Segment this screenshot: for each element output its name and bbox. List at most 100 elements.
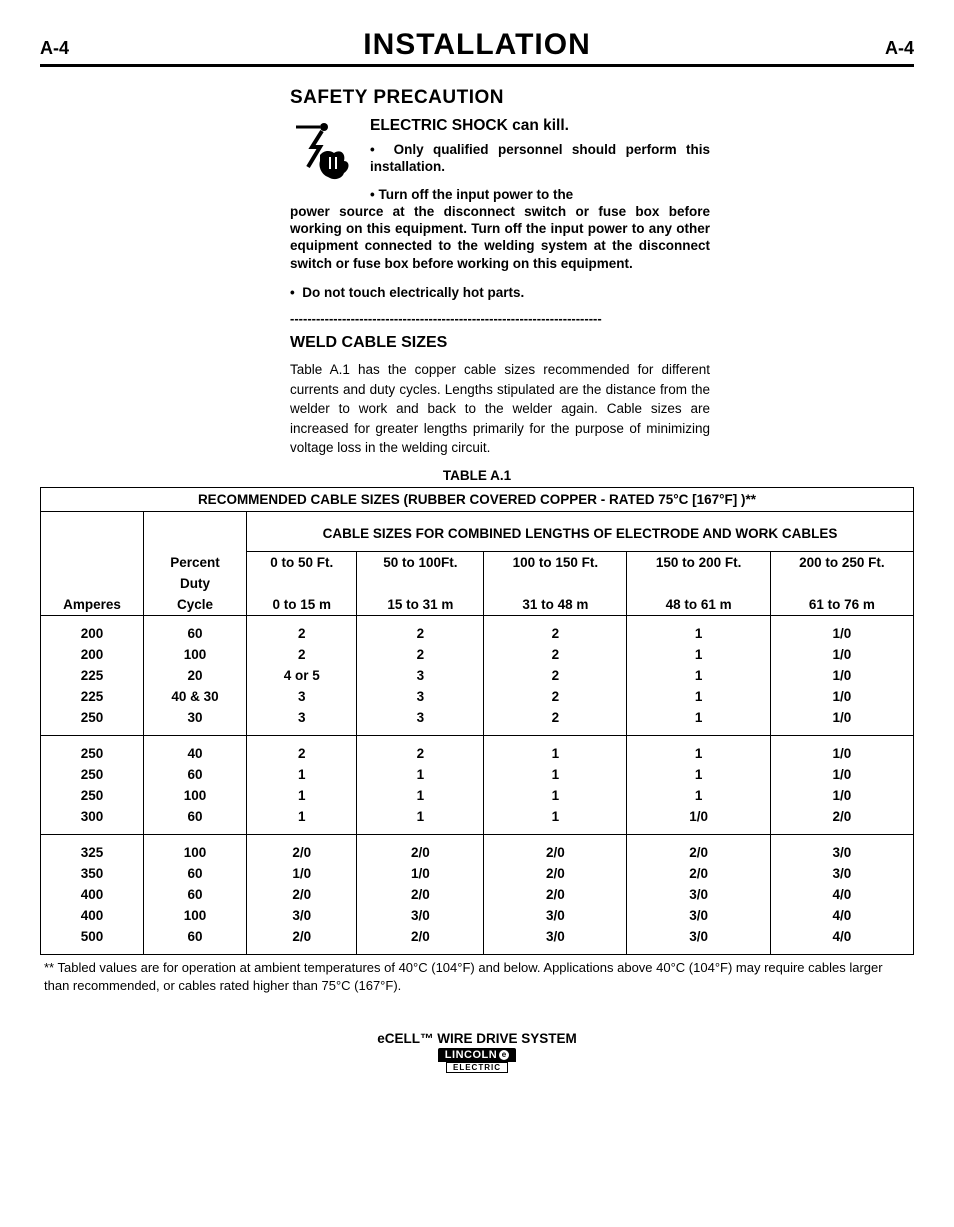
- table-cell: 40 & 30: [144, 686, 247, 707]
- header-right: A-4: [854, 38, 914, 59]
- table-cell: 1/0: [357, 863, 484, 884]
- logo-badge-icon: e: [499, 1050, 509, 1060]
- table-cell: 1: [627, 686, 770, 707]
- table-cell: 60: [144, 884, 247, 905]
- table-cell: 3/0: [247, 905, 357, 926]
- safety-bullet-1-text: Only qualified personnel should perform …: [370, 142, 710, 174]
- table-cell: 60: [144, 615, 247, 644]
- electric-shock-icon: [290, 117, 360, 202]
- table-cell: 2: [484, 665, 627, 686]
- divider-dashes: ----------------------------------------…: [290, 311, 710, 326]
- th-percent-1: [41, 551, 144, 573]
- table-cell: 1: [627, 707, 770, 736]
- table-cell: 3/0: [770, 863, 913, 884]
- table-cell: 1: [357, 764, 484, 785]
- lincoln-logo: LINCOLNe ELECTRIC: [438, 1048, 516, 1073]
- table-cell: 2/0: [484, 834, 627, 863]
- table-row: 400602/02/02/03/04/0: [41, 884, 914, 905]
- table-cell: 400: [41, 884, 144, 905]
- table-cell: 1: [484, 735, 627, 764]
- th-range-m-3: 48 to 61 m: [627, 594, 770, 616]
- table-cell: 1: [247, 764, 357, 785]
- footer-product: eCELL™ WIRE DRIVE SYSTEM: [40, 1031, 914, 1046]
- th-blank-3: Percent: [144, 551, 247, 573]
- th-amperes: Amperes: [41, 594, 144, 616]
- page-footer: eCELL™ WIRE DRIVE SYSTEM LINCOLNe ELECTR…: [40, 1031, 914, 1073]
- table-cell: 3: [357, 665, 484, 686]
- table-cell: 3: [247, 686, 357, 707]
- table-cell: 2/0: [357, 926, 484, 955]
- table-cell: 2: [357, 735, 484, 764]
- table-cell: 2: [247, 615, 357, 644]
- table-cell: 2/0: [357, 834, 484, 863]
- weld-title: WELD CABLE SIZES: [290, 334, 710, 352]
- table-row: 22540 & 3033211/0: [41, 686, 914, 707]
- table-cell: 60: [144, 764, 247, 785]
- table-cell: 60: [144, 863, 247, 884]
- table-cell: 2: [247, 644, 357, 665]
- table-cell: 3: [357, 686, 484, 707]
- table-cell: 225: [41, 686, 144, 707]
- table-cell: 2/0: [357, 884, 484, 905]
- table-cell: 250: [41, 707, 144, 736]
- table-caption: TABLE A.1: [40, 468, 914, 483]
- table-cell: 1/0: [770, 686, 913, 707]
- table-cell: 2/0: [627, 834, 770, 863]
- table-cell: 2/0: [484, 863, 627, 884]
- th-range-m-0: 0 to 15 m: [247, 594, 357, 616]
- th-range-m-4: 61 to 76 m: [770, 594, 913, 616]
- table-cell: 4/0: [770, 884, 913, 905]
- table-cell: 1/0: [770, 615, 913, 644]
- table-cell: 1: [627, 735, 770, 764]
- table-cell: 500: [41, 926, 144, 955]
- table-cell: 200: [41, 644, 144, 665]
- table-span-header: CABLE SIZES FOR COMBINED LENGTHS OF ELEC…: [247, 511, 914, 551]
- header-left: A-4: [40, 38, 100, 59]
- table-cell: 40: [144, 735, 247, 764]
- header-title: INSTALLATION: [100, 28, 854, 62]
- table-row: 500602/02/03/03/04/0: [41, 926, 914, 955]
- table-cell: 2/0: [484, 884, 627, 905]
- table-cell: 1/0: [770, 665, 913, 686]
- table-cell: 3/0: [484, 905, 627, 926]
- table-cell: 250: [41, 764, 144, 785]
- th-range-m-1: 15 to 31 m: [357, 594, 484, 616]
- table-cell: 2/0: [247, 884, 357, 905]
- table-cell: 1/0: [247, 863, 357, 884]
- table-row: 25010011111/0: [41, 785, 914, 806]
- th-percent-2: Duty: [144, 573, 247, 594]
- table-cell: 1: [627, 644, 770, 665]
- table-cell: 2: [357, 644, 484, 665]
- table-title: RECOMMENDED CABLE SIZES (RUBBER COVERED …: [41, 487, 914, 511]
- logo-main: LINCOLNe: [438, 1048, 516, 1062]
- table-cell: 30: [144, 707, 247, 736]
- table-cell: 3/0: [627, 884, 770, 905]
- content-column: SAFETY PRECAUTION ELECTRIC SHOCK can kil…: [290, 87, 710, 458]
- table-cell: 3/0: [357, 905, 484, 926]
- table-cell: 3: [357, 707, 484, 736]
- table-cell: 4/0: [770, 905, 913, 926]
- table-cell: 325: [41, 834, 144, 863]
- weld-paragraph: Table A.1 has the copper cable sizes rec…: [290, 360, 710, 458]
- safety-bullet-1: • Only qualified personnel should perfor…: [370, 141, 710, 176]
- table-cell: 20: [144, 665, 247, 686]
- th-range-ft-0: 0 to 50 Ft.: [247, 551, 357, 573]
- table-row: 3251002/02/02/02/03/0: [41, 834, 914, 863]
- table-cell: 1: [484, 785, 627, 806]
- table-cell: 1/0: [770, 764, 913, 785]
- page-header: A-4 INSTALLATION A-4: [40, 28, 914, 67]
- table-row: 2506011111/0: [41, 764, 914, 785]
- table-cell: 3/0: [770, 834, 913, 863]
- table-cell: 60: [144, 806, 247, 835]
- table-row: 20010022211/0: [41, 644, 914, 665]
- table-cell: 250: [41, 735, 144, 764]
- safety-para-lead: • Turn off the input power to the: [370, 186, 710, 203]
- table-cell: 100: [144, 785, 247, 806]
- table-cell: 2: [484, 615, 627, 644]
- th-blank-2: [144, 511, 247, 551]
- table-cell: 4 or 5: [247, 665, 357, 686]
- table-cell: 1: [247, 785, 357, 806]
- th-blank-amp: [41, 573, 144, 594]
- table-cell: 3/0: [484, 926, 627, 955]
- th-blank-1: [41, 511, 144, 551]
